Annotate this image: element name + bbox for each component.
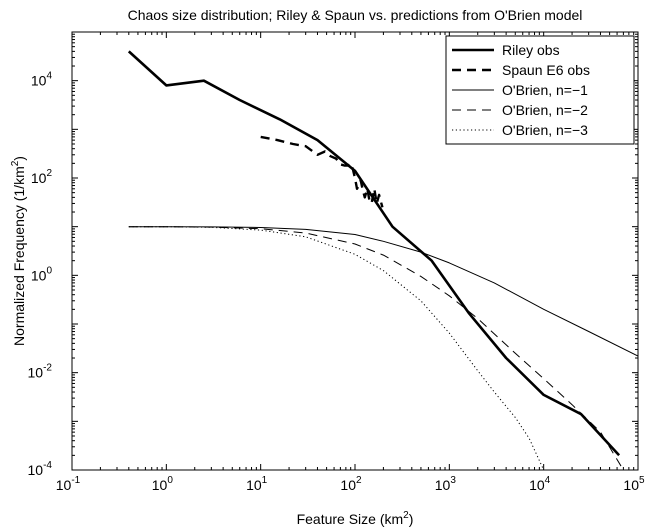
- y-tick-label: 100: [31, 265, 53, 283]
- x-tick-label: 10-1: [56, 475, 81, 493]
- y-tick-label: 10-2: [28, 363, 53, 381]
- legend: Riley obs Spaun E6 obs O'Brien, n=−1 O'Brie…: [445, 35, 635, 145]
- series-line-2: [128, 226, 638, 357]
- legend-label-4: O'Brien, n=−3: [502, 122, 588, 138]
- x-axis-label: Feature Size (km2): [297, 510, 414, 527]
- y-tick-label: 102: [31, 168, 53, 186]
- chart-title: Chaos size distribution; Riley & Spaun v…: [128, 7, 583, 23]
- y-axis-label: Normalized Frequency (1/km2): [10, 156, 27, 346]
- x-tick-label: 102: [340, 475, 362, 493]
- x-tick-label: 101: [246, 475, 268, 493]
- x-tick-label: 104: [529, 475, 551, 493]
- series-line-4: [128, 226, 545, 470]
- x-tick-label: 103: [435, 475, 457, 493]
- x-tick-label: 100: [152, 475, 174, 493]
- legend-label-1: Spaun E6 obs: [502, 62, 590, 78]
- y-tick-label: 10-4: [28, 460, 53, 478]
- series-line-0: [127, 50, 621, 457]
- series-line-3: [128, 226, 624, 470]
- ticks-layer: 10-1 100 101 102 103 104 105 10-4 10-2 100 102 104: [28, 31, 645, 493]
- legend-label-3: O'Brien, n=−2: [502, 102, 588, 118]
- y-tick-label: 104: [31, 71, 53, 89]
- legend-label-0: Riley obs: [502, 42, 560, 58]
- series-layer: [127, 50, 638, 470]
- legend-label-2: O'Brien, n=−1: [502, 82, 588, 98]
- x-tick-label: 105: [623, 475, 645, 493]
- series-line-1: [260, 135, 384, 208]
